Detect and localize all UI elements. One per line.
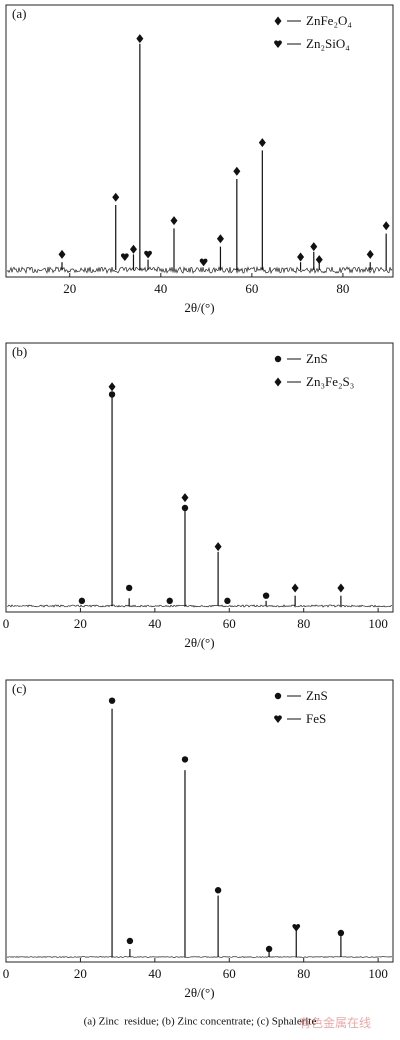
marker [125, 584, 133, 592]
marker [292, 923, 301, 932]
legend-label: FeS [306, 711, 326, 726]
marker [214, 887, 222, 894]
x-tick-label: 0 [3, 966, 10, 981]
marker [366, 249, 374, 259]
marker [108, 391, 116, 398]
panel-label: (a) [12, 6, 26, 21]
legend-marker [274, 40, 282, 48]
x-axis-label: 2θ/(°) [184, 985, 214, 1000]
marker [315, 255, 323, 265]
marker [337, 583, 345, 593]
plot-frame [5, 4, 394, 278]
plot-frame [5, 679, 394, 963]
legend-label: ZnS [306, 688, 328, 703]
x-tick-label: 80 [336, 281, 349, 296]
legend-marker [274, 355, 282, 363]
marker [181, 504, 189, 512]
legend-label: Zn₃Fe₂S₃ [306, 374, 354, 389]
watermark: 有色金属在线 [299, 1015, 371, 1030]
marker [129, 244, 137, 254]
legend-label: ZnS [306, 351, 328, 366]
x-tick-label: 60 [223, 616, 236, 631]
x-tick-label: 40 [154, 281, 167, 296]
marker [297, 252, 305, 262]
marker [136, 34, 144, 44]
marker [337, 929, 345, 937]
panel-label: (b) [12, 344, 27, 359]
x-tick-label: 40 [148, 616, 161, 631]
marker [258, 138, 266, 148]
marker [181, 493, 189, 503]
x-tick-label: 80 [297, 966, 310, 981]
x-tick-label: 100 [368, 966, 388, 981]
x-tick-label: 20 [63, 281, 76, 296]
x-tick-label: 80 [297, 616, 310, 631]
legend-label: Zn₂SiO₄ [306, 36, 350, 51]
panel-label: (c) [12, 681, 26, 696]
marker [262, 592, 270, 599]
marker [291, 583, 299, 593]
marker [166, 597, 173, 605]
x-tick-label: 0 [3, 616, 10, 631]
marker [214, 542, 222, 552]
x-tick-label: 60 [223, 966, 236, 981]
marker [126, 937, 134, 945]
marker [216, 234, 224, 244]
marker [382, 221, 390, 231]
legend-marker [274, 16, 282, 26]
x-tick-label: 20 [74, 616, 87, 631]
marker [108, 697, 116, 704]
legend-marker [274, 715, 282, 723]
marker [199, 258, 208, 267]
marker [181, 756, 189, 763]
marker [78, 597, 86, 605]
plot-frame [5, 342, 394, 613]
marker [233, 166, 241, 176]
x-tick-label: 60 [245, 281, 258, 296]
x-tick-label: 20 [74, 966, 87, 981]
marker [112, 192, 120, 202]
baseline [6, 604, 393, 608]
legend-label: ZnFe₂O₄ [306, 13, 352, 28]
x-axis-label: 2θ/(°) [184, 635, 214, 650]
x-axis-label: 2θ/(°) [184, 300, 214, 315]
marker [265, 945, 273, 953]
baseline [6, 265, 393, 275]
x-tick-label: 40 [148, 966, 161, 981]
marker [144, 250, 152, 259]
marker [58, 249, 66, 259]
baseline [6, 956, 393, 958]
marker [120, 253, 129, 261]
legend-marker [274, 377, 282, 387]
x-tick-label: 100 [368, 616, 388, 631]
marker [108, 382, 116, 392]
caption: (a) Zinc residue; (b) Zinc concentrate; … [84, 1016, 317, 1028]
legend-marker [274, 692, 282, 700]
marker [310, 242, 318, 252]
marker [224, 597, 231, 605]
marker [170, 216, 178, 226]
